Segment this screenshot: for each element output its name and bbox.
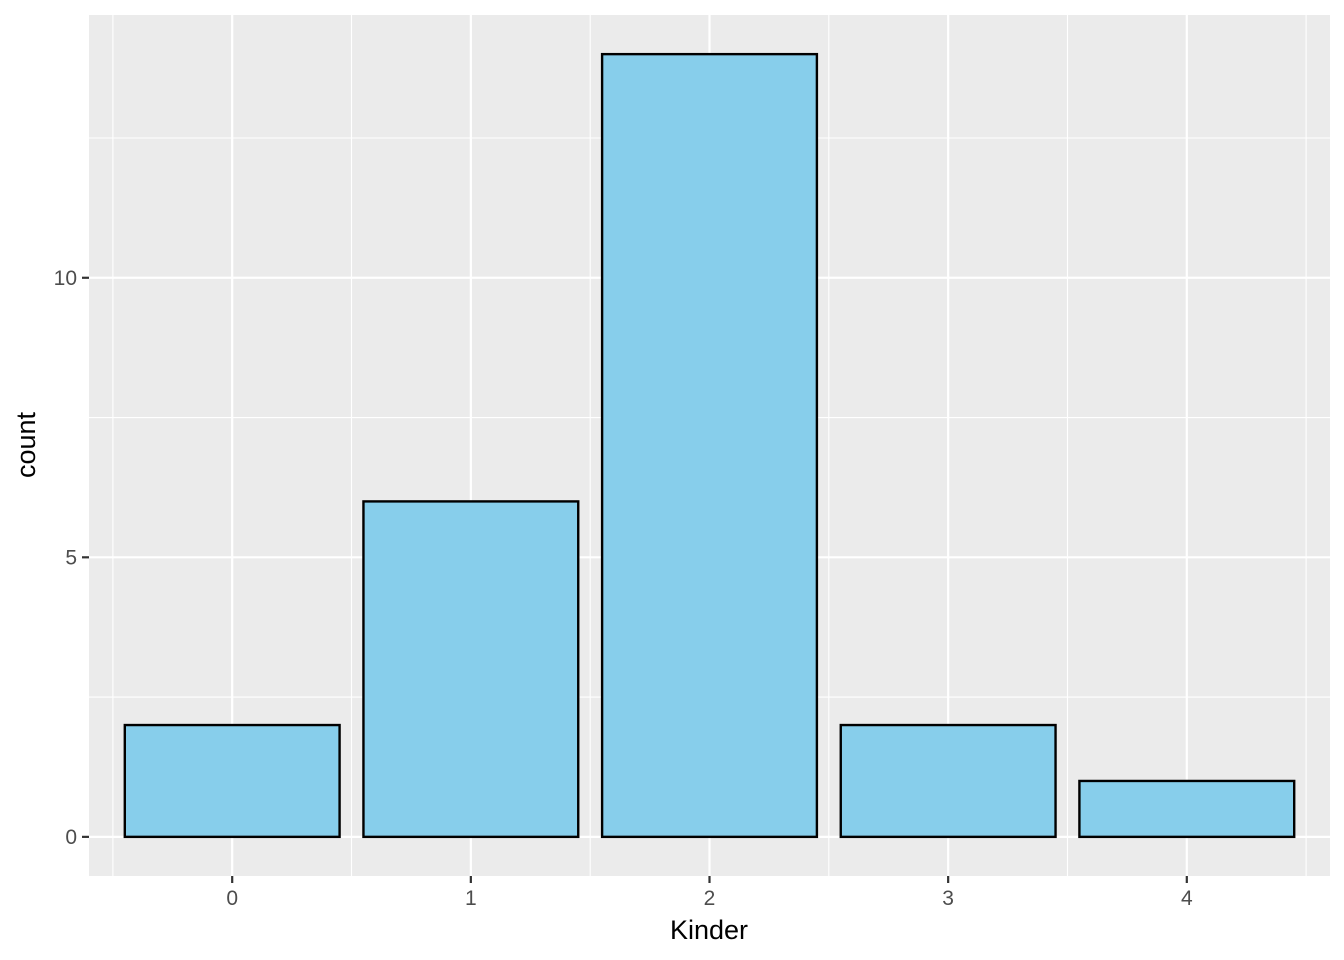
x-tick-label: 3 — [942, 887, 954, 910]
y-tick-label: 10 — [54, 267, 77, 290]
bars — [123, 52, 1296, 839]
x-tick-label: 0 — [226, 887, 238, 910]
y-tick-label: 0 — [65, 826, 77, 849]
x-axis: 0 1 2 3 4 — [226, 876, 1193, 910]
bar-4 — [1078, 779, 1296, 839]
bar-0 — [123, 723, 341, 839]
x-axis-title: Kinder — [670, 915, 748, 945]
x-tick-label: 1 — [465, 887, 477, 910]
bar-2 — [600, 52, 819, 839]
y-axis-title: count — [11, 411, 41, 478]
bar-3 — [839, 723, 1057, 839]
y-tick-label: 5 — [65, 546, 77, 569]
x-tick-label: 2 — [704, 887, 716, 910]
x-tick-label: 4 — [1181, 887, 1193, 910]
y-axis: 0 5 10 — [54, 267, 89, 849]
bar-1 — [362, 500, 580, 839]
